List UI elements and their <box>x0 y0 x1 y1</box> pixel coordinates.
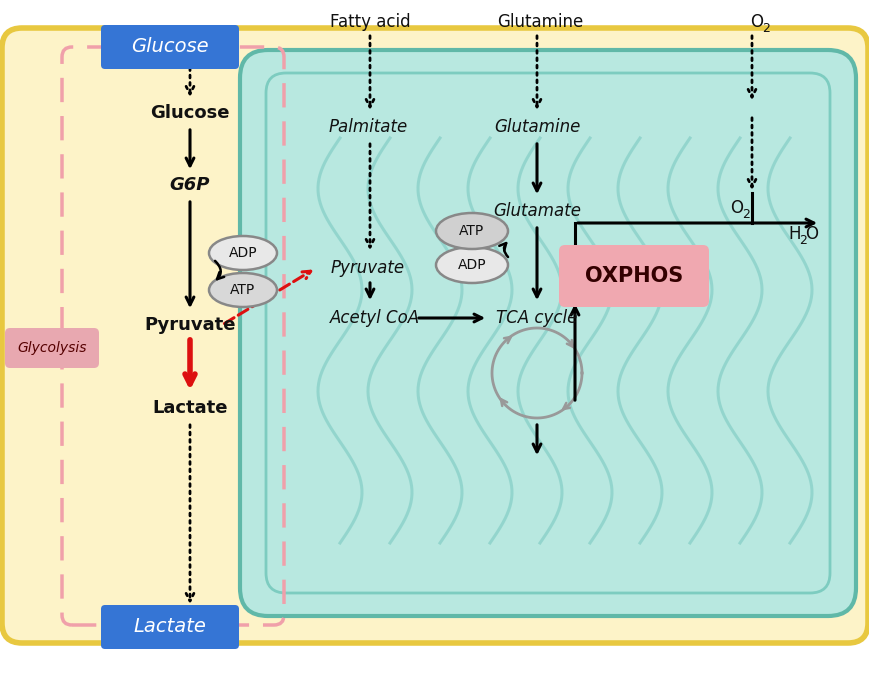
Text: Lactate: Lactate <box>134 617 207 637</box>
Text: ATP: ATP <box>230 283 255 297</box>
FancyBboxPatch shape <box>559 245 709 307</box>
Text: ADP: ADP <box>229 246 257 260</box>
Text: ADP: ADP <box>458 258 487 272</box>
Text: 2: 2 <box>742 208 750 221</box>
Text: Glucose: Glucose <box>131 38 209 57</box>
FancyBboxPatch shape <box>240 50 856 616</box>
Text: 2: 2 <box>799 234 807 247</box>
Text: Pyruvate: Pyruvate <box>144 316 235 334</box>
Text: O: O <box>730 199 743 217</box>
Text: Palmitate: Palmitate <box>328 118 408 136</box>
Text: Glutamine: Glutamine <box>494 118 580 136</box>
Text: 2: 2 <box>762 21 770 35</box>
Text: O: O <box>750 13 763 31</box>
Text: Glycolysis: Glycolysis <box>17 341 87 355</box>
Text: Lactate: Lactate <box>152 399 228 417</box>
Text: Acetyl CoA: Acetyl CoA <box>330 309 420 327</box>
Text: ATP: ATP <box>460 224 485 238</box>
FancyBboxPatch shape <box>101 25 239 69</box>
Text: Glutamine: Glutamine <box>497 13 583 31</box>
FancyBboxPatch shape <box>101 605 239 649</box>
Text: Glutamate: Glutamate <box>493 202 581 220</box>
Ellipse shape <box>436 247 508 283</box>
Text: G6P: G6P <box>169 176 210 194</box>
Text: TCA cycle: TCA cycle <box>496 309 578 327</box>
FancyBboxPatch shape <box>2 28 868 643</box>
Ellipse shape <box>436 213 508 249</box>
Text: OXPHOS: OXPHOS <box>585 266 683 286</box>
Text: O: O <box>805 225 818 243</box>
FancyBboxPatch shape <box>5 328 99 368</box>
Text: H: H <box>788 225 800 243</box>
Ellipse shape <box>209 273 277 307</box>
Text: Glucose: Glucose <box>150 104 229 122</box>
Text: Fatty acid: Fatty acid <box>329 13 410 31</box>
FancyBboxPatch shape <box>266 73 830 593</box>
Text: Pyruvate: Pyruvate <box>331 259 405 277</box>
Ellipse shape <box>209 236 277 270</box>
